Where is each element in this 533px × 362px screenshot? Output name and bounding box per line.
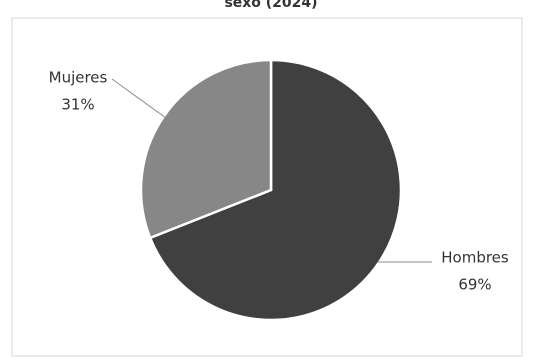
pie-slice xyxy=(148,58,403,322)
pie-slice xyxy=(139,58,273,240)
chart-title: sexo (2024) xyxy=(224,0,317,11)
slice-label: Hombres xyxy=(441,249,509,267)
leader-line xyxy=(111,78,167,119)
slice-value-label: 31% xyxy=(61,96,94,114)
slice-label: Mujeres xyxy=(49,69,108,87)
slice-value-label: 69% xyxy=(458,276,491,294)
